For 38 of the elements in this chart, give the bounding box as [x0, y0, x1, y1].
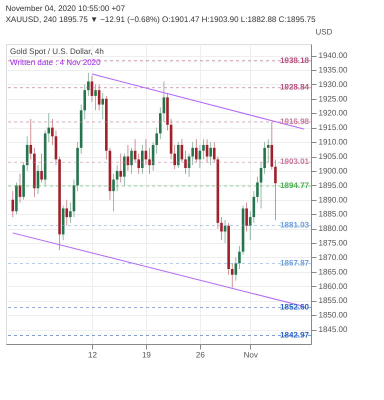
y-tick-label: 1885.00 — [318, 210, 348, 219]
ref-line-label: 1867.87 — [280, 258, 310, 268]
y-tick-label: 1910.00 — [318, 138, 348, 147]
y-axis-title: USD — [316, 28, 333, 36]
y-tick-label: 1930.00 — [318, 80, 348, 89]
ref-line-label: 1903.01 — [280, 157, 310, 166]
y-tick-label: 1935.00 — [318, 65, 348, 74]
y-tick-label: 1865.00 — [318, 267, 348, 276]
y-tick-label: 1845.00 — [318, 325, 348, 334]
y-tick-label: 1850.00 — [318, 310, 348, 320]
ref-line-label: 1894.77 — [280, 181, 310, 190]
y-tick-label: 1855.00 — [318, 296, 348, 306]
annotation: Gold Spot / U.S. Dollar, 4h — [10, 47, 104, 56]
y-tick-label: 1940.00 — [318, 51, 348, 60]
chart-subtitle: XAUUSD, 240 1895.75 ▼ −12.91 (−0.68%) O:1901.47 H:1903.90 L:1882.88 C:1895.75 — [6, 15, 316, 24]
y-tick-label: 1875.00 — [318, 238, 348, 248]
y-tick-label: 1880.00 — [318, 224, 348, 234]
x-tick-label: 19 — [142, 350, 152, 360]
chart-title: November 04, 2020 10:55:00 +07 — [6, 4, 126, 13]
ref-line-label: 1916.98 — [280, 116, 310, 126]
x-tick-label: 26 — [196, 350, 206, 360]
ref-line-label: 1852.60 — [280, 302, 310, 312]
x-tick-label: 12 — [88, 350, 98, 360]
x-tick-label: Nov — [244, 350, 258, 360]
y-tick-label: 1905.00 — [318, 152, 348, 161]
y-tick-label: 1890.00 — [318, 195, 348, 204]
ref-line-label: 1938.18 — [280, 56, 310, 65]
annotation: Written date : 4 Nov 2020 — [10, 58, 102, 67]
y-tick-label: 1915.00 — [318, 123, 348, 132]
y-tick-label: 1900.00 — [318, 166, 348, 176]
y-tick-label: 1920.00 — [318, 108, 348, 118]
ref-line-label: 1881.03 — [280, 220, 310, 230]
y-tick-label: 1925.00 — [318, 94, 348, 104]
ref-line-label: 1928.84 — [280, 82, 310, 92]
y-tick-label: 1860.00 — [318, 282, 348, 291]
ref-line-label: 1842.97 — [280, 330, 310, 340]
y-tick-label: 1895.00 — [318, 180, 348, 190]
y-tick-label: 1870.00 — [318, 252, 348, 262]
